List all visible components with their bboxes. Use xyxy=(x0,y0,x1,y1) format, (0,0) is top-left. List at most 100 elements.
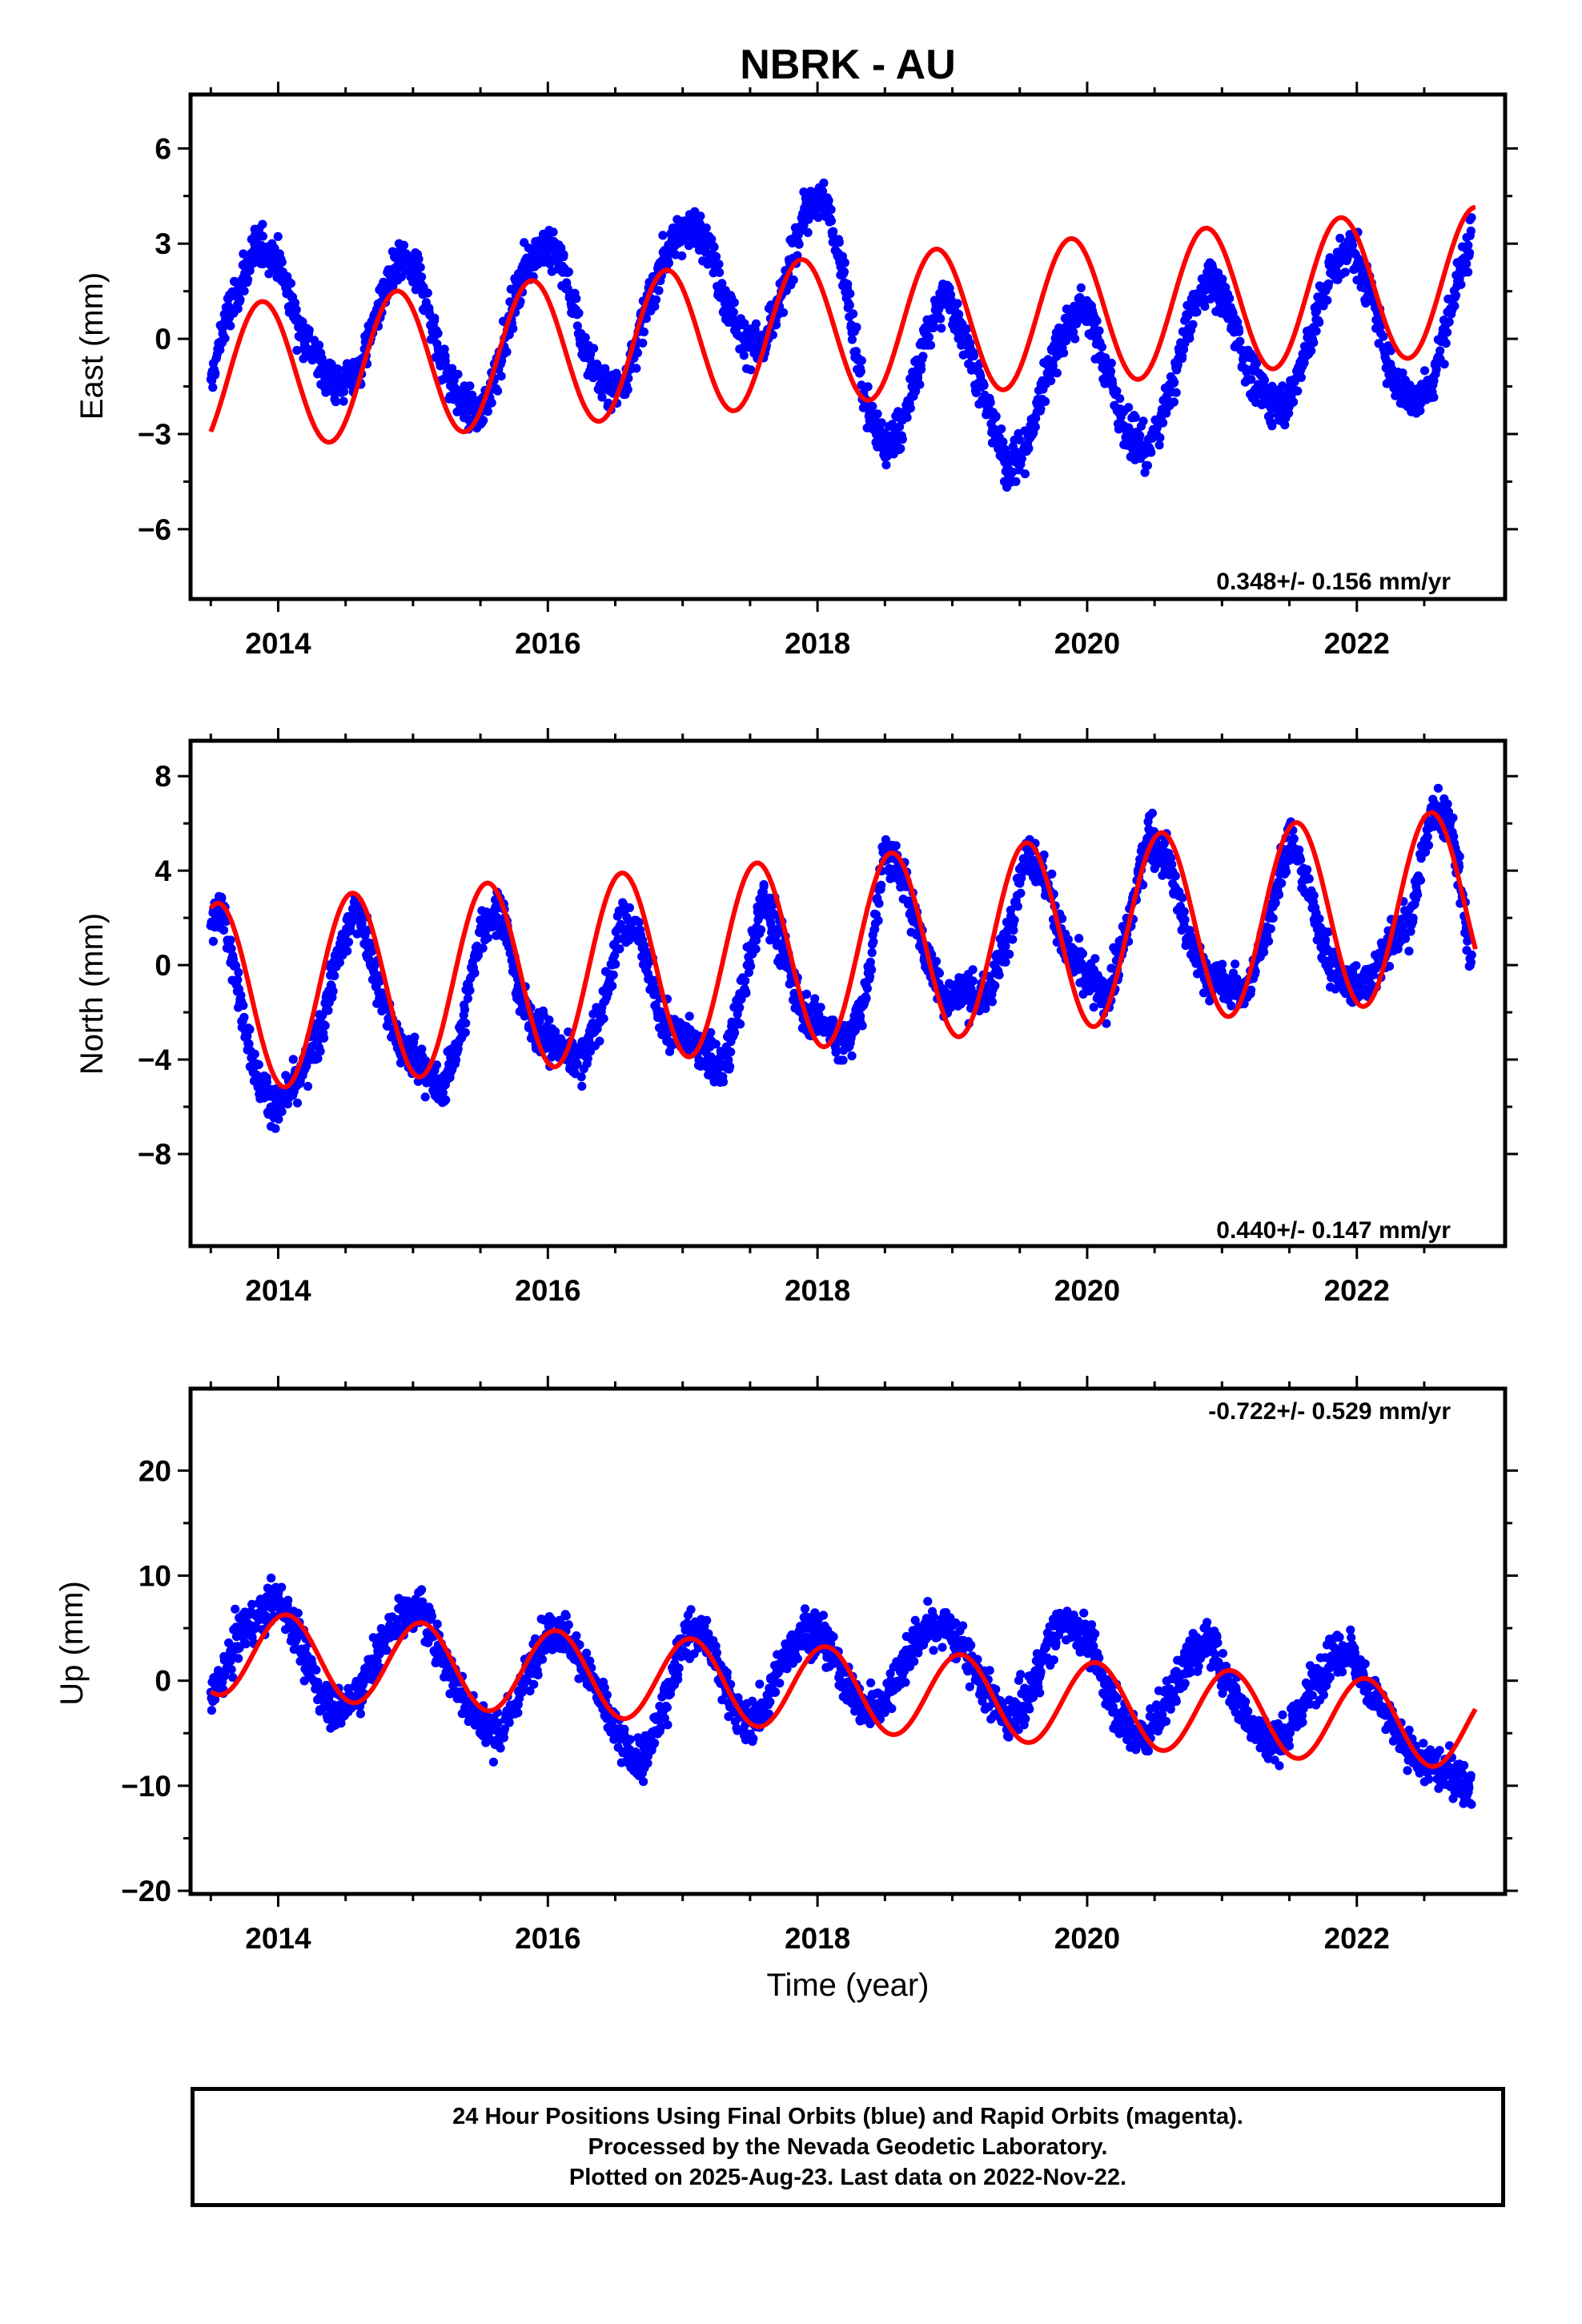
data-point xyxy=(1158,418,1168,428)
data-point xyxy=(839,267,849,276)
data-point xyxy=(1456,279,1466,289)
data-point xyxy=(277,1107,287,1116)
data-point xyxy=(711,1039,721,1049)
data-point xyxy=(725,1062,735,1072)
data-point xyxy=(323,1006,333,1015)
data-point xyxy=(319,1033,329,1043)
data-point xyxy=(1171,388,1181,397)
data-point xyxy=(759,880,769,890)
data-point xyxy=(286,279,296,288)
data-point xyxy=(599,1014,608,1023)
data-point xyxy=(897,434,907,444)
data-point xyxy=(271,1124,280,1133)
data-point xyxy=(1323,296,1332,305)
data-point xyxy=(583,1054,592,1063)
data-point xyxy=(1090,954,1100,963)
data-point xyxy=(1404,947,1414,956)
data-point xyxy=(1140,468,1150,477)
data-point xyxy=(339,396,348,406)
data-point xyxy=(304,325,314,335)
data-point xyxy=(1351,961,1361,971)
data-point xyxy=(1178,893,1187,903)
frame-north xyxy=(188,738,1508,1248)
y-tick-label: 6 xyxy=(155,132,171,165)
data-point xyxy=(1465,248,1475,258)
data-point xyxy=(1030,422,1040,432)
data-point xyxy=(572,321,582,331)
data-point xyxy=(1408,913,1418,923)
data-point xyxy=(1289,397,1299,407)
y-tick-label: 0 xyxy=(155,949,171,982)
data-point xyxy=(1138,416,1148,426)
data-point xyxy=(911,386,921,396)
data-point xyxy=(632,348,643,358)
data-point xyxy=(1059,348,1069,358)
data-point xyxy=(804,215,813,224)
data-point xyxy=(1415,875,1425,885)
data-point xyxy=(1379,332,1388,341)
data-point xyxy=(937,324,946,333)
data-point xyxy=(1340,267,1350,277)
data-point xyxy=(1106,367,1116,376)
data-point xyxy=(1142,460,1152,470)
data-point xyxy=(1130,412,1140,422)
data-point xyxy=(483,933,492,943)
data-point xyxy=(423,288,432,298)
data-point xyxy=(1041,396,1050,406)
data-point xyxy=(1155,433,1165,443)
data-point xyxy=(262,1077,271,1087)
data-point xyxy=(1146,448,1156,457)
data-point xyxy=(741,976,750,986)
data-point xyxy=(1309,891,1319,900)
data-point xyxy=(1444,317,1454,327)
data-point xyxy=(650,302,660,312)
data-point xyxy=(751,319,761,328)
data-point xyxy=(1070,334,1080,344)
data-point xyxy=(868,401,877,411)
data-point xyxy=(1419,366,1430,376)
data-point xyxy=(746,365,756,375)
data-point xyxy=(367,947,377,956)
data-point xyxy=(1192,308,1202,317)
data-point xyxy=(891,841,901,850)
data-point xyxy=(1315,914,1324,923)
data-point xyxy=(990,981,1000,991)
data-point xyxy=(1449,832,1459,842)
data-point xyxy=(873,915,883,926)
data-point xyxy=(1277,879,1287,888)
data-point xyxy=(1124,403,1134,412)
data-point xyxy=(718,1077,729,1087)
data-point xyxy=(735,1003,745,1012)
data-point xyxy=(258,219,267,229)
data-point xyxy=(810,994,820,1003)
x-tick-label: 2022 xyxy=(1324,627,1390,660)
data-point xyxy=(1311,326,1321,336)
data-point xyxy=(551,1027,560,1036)
data-point xyxy=(1017,873,1026,883)
data-point xyxy=(869,937,878,947)
data-point xyxy=(736,1019,745,1029)
data-point xyxy=(696,211,705,221)
data-point xyxy=(874,899,884,908)
data-point xyxy=(1455,851,1464,862)
data-point xyxy=(1266,924,1275,934)
data-point xyxy=(857,356,866,365)
data-point xyxy=(1058,914,1067,923)
data-point xyxy=(611,959,620,969)
data-point xyxy=(905,404,915,413)
data-point xyxy=(840,258,849,267)
data-point xyxy=(291,305,301,315)
data-point xyxy=(1274,890,1284,899)
data-point xyxy=(1299,358,1309,368)
data-point xyxy=(576,1072,586,1082)
data-point xyxy=(1234,327,1244,336)
data-point xyxy=(915,380,925,389)
data-point xyxy=(460,1027,470,1037)
data-point xyxy=(433,328,443,338)
data-point xyxy=(1400,934,1411,943)
data-point xyxy=(320,1021,330,1031)
data-point xyxy=(465,986,475,995)
data-point xyxy=(852,323,861,332)
data-point xyxy=(968,976,978,986)
data-point xyxy=(1268,914,1278,923)
